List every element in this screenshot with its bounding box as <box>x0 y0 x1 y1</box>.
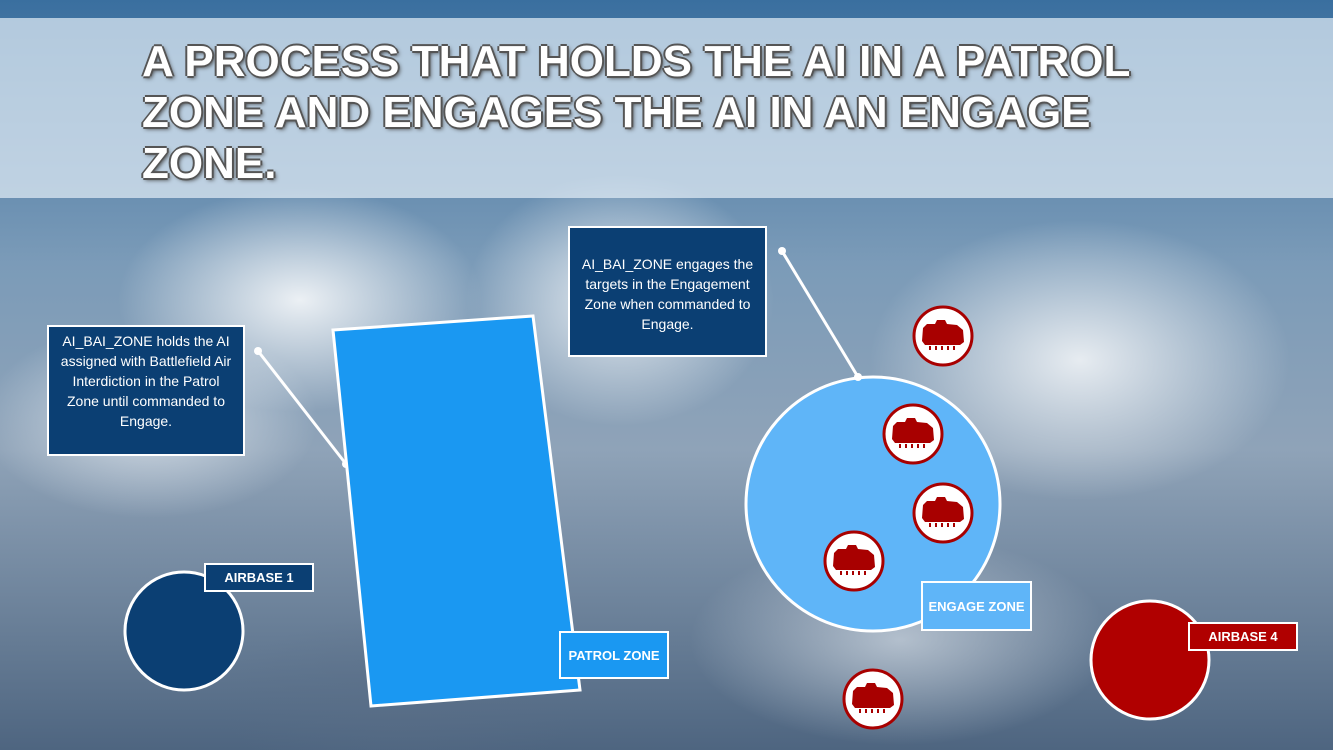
callout-pointer-patrol <box>256 350 348 465</box>
slide-title: A PROCESS THAT HOLDS THE AI IN A PATROL … <box>142 37 1130 188</box>
patrol-zone <box>331 314 582 708</box>
tank-icon <box>912 482 974 544</box>
tank-icon <box>823 530 885 592</box>
airbase-1-label: AIRBASE 1 <box>204 563 314 592</box>
tank-icon <box>882 403 944 465</box>
tank-icon <box>842 668 904 730</box>
callout-pointer-engage <box>780 250 860 378</box>
engage-zone-label: ENGAGE ZONE <box>921 581 1032 631</box>
airbase-4-label: AIRBASE 4 <box>1188 622 1298 651</box>
engage-callout: AI_BAI_ZONE engages the targets in the E… <box>568 226 767 357</box>
tank-icon <box>912 305 974 367</box>
patrol-callout: AI_BAI_ZONE holds the AI assigned with B… <box>47 325 245 456</box>
title-band <box>0 18 1333 198</box>
airbase-4-marker <box>1089 599 1211 721</box>
airbase-1-marker <box>123 570 245 692</box>
patrol-zone-label: PATROL ZONE <box>559 631 669 679</box>
